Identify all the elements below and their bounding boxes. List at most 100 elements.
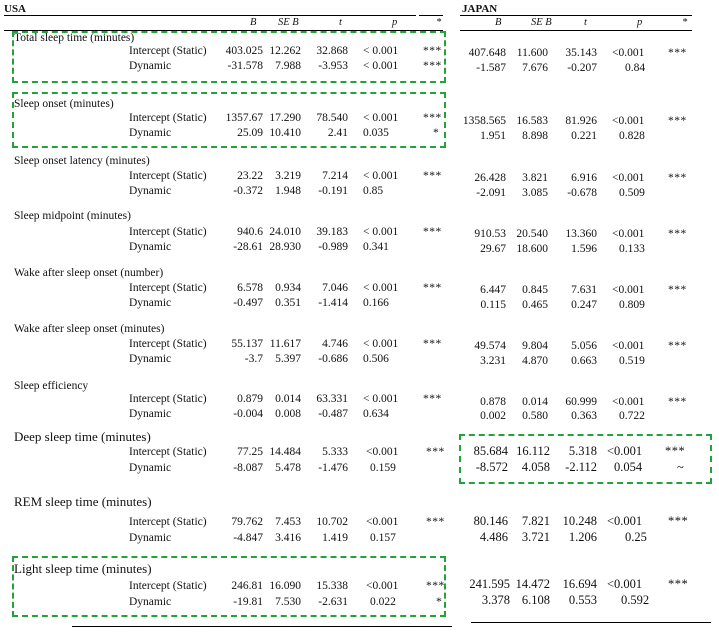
- highlight-box-light-sleep: [12, 556, 446, 617]
- usa-sig-top-rule: [419, 15, 443, 16]
- usa-sig: ***: [423, 282, 442, 294]
- japan-p: <0.001: [612, 340, 645, 352]
- usa-header-rule: [4, 30, 443, 31]
- japan-t: 6.916: [571, 172, 597, 184]
- japan-header-t: t: [584, 17, 587, 28]
- japan-header-sig: *: [682, 17, 688, 28]
- japan-se: 14.472: [515, 577, 550, 591]
- japan-b: 49.574: [474, 340, 506, 352]
- row-label: Dynamic: [129, 297, 172, 309]
- japan-t: 60.999: [565, 396, 597, 408]
- usa-t: -0.989: [318, 241, 348, 253]
- japan-t: 5.318: [568, 444, 597, 458]
- usa-t: 2.41: [327, 127, 348, 139]
- japan-b: 910.53: [474, 228, 506, 240]
- section-title: Sleep midpoint (minutes): [14, 210, 131, 222]
- usa-se: 14.484: [269, 446, 301, 458]
- japan-p: <0.001: [607, 444, 643, 458]
- japan-se: 0.580: [522, 410, 548, 422]
- row-label: Intercept (Static): [129, 226, 207, 238]
- japan-p: <0.001: [607, 514, 643, 528]
- usa-p: 0.506: [363, 353, 389, 365]
- row-label: Dynamic: [129, 353, 172, 365]
- usa-b: -28.61: [233, 241, 263, 253]
- usa-p: 0.035: [363, 127, 389, 139]
- usa-b: -8.087: [233, 462, 263, 474]
- japan-b: 241.595: [469, 577, 510, 591]
- row-label: Intercept (Static): [129, 338, 207, 350]
- japan-se: 0.845: [522, 284, 548, 296]
- row-label: Dynamic: [129, 60, 172, 72]
- japan-t: 81.926: [565, 115, 597, 127]
- japan-header-b: B: [495, 17, 502, 28]
- japan-bottom-rule: [471, 622, 711, 623]
- usa-p: < 0.001: [363, 60, 399, 72]
- japan-sig: ***: [665, 444, 686, 458]
- row-label: Intercept (Static): [129, 170, 207, 182]
- japan-se: 3.821: [522, 172, 548, 184]
- section-title: Wake after sleep onset (minutes): [14, 323, 165, 335]
- usa-t: 15.338: [316, 580, 348, 592]
- usa-b: 0.879: [237, 393, 263, 405]
- usa-se: 1.948: [275, 185, 301, 197]
- japan-t: 0.553: [568, 593, 597, 607]
- japan-t: 0.663: [571, 355, 597, 367]
- usa-t: 4.746: [322, 338, 348, 350]
- usa-p: 0.85: [363, 185, 384, 197]
- row-label: Intercept (Static): [129, 446, 207, 458]
- japan-t: 0.363: [571, 410, 597, 422]
- japan-b: 3.231: [480, 355, 506, 367]
- usa-t: 78.540: [316, 112, 348, 124]
- japan-p: <0.001: [612, 284, 645, 296]
- japan-b: 26.428: [474, 172, 506, 184]
- row-label: Dynamic: [129, 532, 172, 544]
- usa-sig: ***: [423, 338, 442, 350]
- japan-p: <0.001: [612, 396, 645, 408]
- section-title: Deep sleep time (minutes): [14, 429, 151, 444]
- japan-b: 4.486: [479, 530, 508, 544]
- row-label: Dynamic: [129, 408, 172, 420]
- usa-sig: ***: [426, 516, 445, 528]
- row-label: Dynamic: [129, 462, 172, 474]
- japan-b: 85.684: [473, 444, 508, 458]
- japan-t: 35.143: [565, 47, 597, 59]
- japan-p: <0.001: [612, 228, 645, 240]
- usa-b: 1357.67: [225, 112, 263, 124]
- usa-se: 5.397: [275, 353, 301, 365]
- usa-p: 0.634: [363, 408, 389, 420]
- japan-header-rule: [460, 30, 692, 31]
- japan-se: 11.600: [516, 47, 548, 59]
- japan-se: 4.058: [521, 460, 550, 474]
- usa-sig: ***: [426, 580, 445, 592]
- usa-b: -19.81: [233, 596, 263, 608]
- usa-sig: *: [436, 596, 443, 608]
- row-label: Intercept (Static): [129, 516, 207, 528]
- usa-t: -3.953: [318, 60, 348, 72]
- usa-region-title: USA: [4, 3, 27, 15]
- row-label: Intercept (Static): [129, 282, 207, 294]
- usa-b: 55.137: [231, 338, 263, 350]
- usa-b: -0.372: [233, 185, 263, 197]
- japan-t: -0.207: [567, 62, 597, 74]
- japan-b: -1.587: [476, 62, 506, 74]
- japan-p: <0.001: [612, 47, 645, 59]
- japan-b: 80.146: [473, 514, 508, 528]
- section-title: Total sleep time (minutes): [14, 32, 135, 44]
- japan-se: 0.465: [522, 299, 548, 311]
- japan-p: 0.592: [621, 593, 650, 607]
- usa-b: 246.81: [231, 580, 263, 592]
- japan-sig: ~: [677, 460, 684, 474]
- usa-se: 11.617: [269, 338, 301, 350]
- highlight-box-japan-deep-sleep: [459, 434, 712, 484]
- japan-b: 29.67: [480, 243, 506, 255]
- row-label: Dynamic: [129, 185, 172, 197]
- usa-se: 12.262: [269, 45, 301, 57]
- japan-se: 18.600: [516, 243, 548, 255]
- usa-b: 25.09: [237, 127, 263, 139]
- row-label: Intercept (Static): [129, 580, 207, 592]
- usa-t: 10.702: [316, 516, 348, 528]
- usa-b: 79.762: [231, 516, 263, 528]
- japan-t: 13.360: [565, 228, 597, 240]
- japan-p: 0.054: [614, 460, 643, 474]
- section-title: Wake after sleep onset (number): [14, 267, 164, 279]
